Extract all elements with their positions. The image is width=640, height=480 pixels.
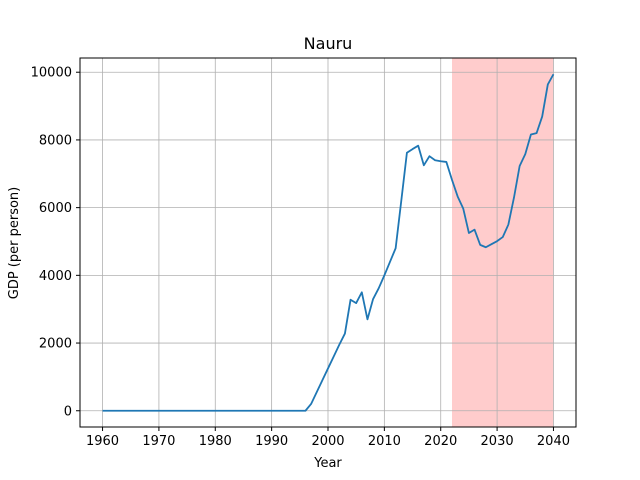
y-tick-label-4000: 4000 xyxy=(39,269,72,284)
y-tick-label-8000: 8000 xyxy=(39,133,72,148)
x-axis-label: Year xyxy=(313,456,342,471)
chart-title: Nauru xyxy=(304,34,353,53)
plot-area: 1960 1970 1980 1990 2000 2010 2020 2030 2040 0 200… xyxy=(31,57,577,449)
y-axis-label: GDP (per person) xyxy=(7,187,22,300)
x-tick-label-2030: 2030 xyxy=(481,434,514,449)
series-line-gdp xyxy=(102,73,555,412)
x-tick-label-2010: 2010 xyxy=(368,434,401,449)
x-tick-label-1960: 1960 xyxy=(86,434,119,449)
y-tick-label-0: 0 xyxy=(64,404,72,419)
x-tick-label-2040: 2040 xyxy=(537,434,570,449)
x-tick-label-2000: 2000 xyxy=(311,434,344,449)
forecast-shaded-region xyxy=(452,58,554,427)
y-tick-label-2000: 2000 xyxy=(39,337,72,352)
x-tick-label-1970: 1970 xyxy=(142,434,175,449)
x-tick-label-2020: 2020 xyxy=(424,434,457,449)
x-tick-label-1980: 1980 xyxy=(199,434,232,449)
x-tick-label-1990: 1990 xyxy=(255,434,288,449)
y-tick-label-10000: 10000 xyxy=(31,66,72,81)
y-tick-label-6000: 6000 xyxy=(39,201,72,216)
